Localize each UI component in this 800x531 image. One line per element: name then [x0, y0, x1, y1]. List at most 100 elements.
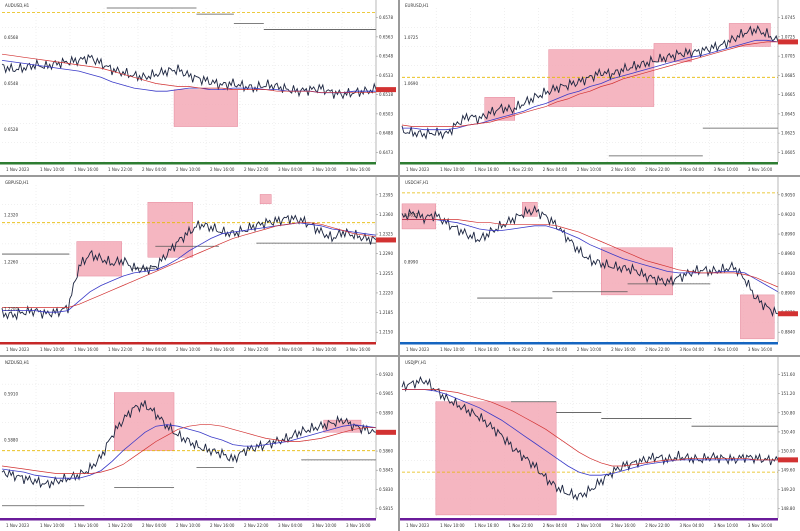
- x-tick-label: 3 Nov 04:00: [278, 523, 303, 528]
- x-tick-label: 1 Nov 22:00: [509, 347, 534, 352]
- y-tick-label: 0.6563: [379, 34, 393, 39]
- x-tick-label: 1 Nov 2023: [6, 347, 30, 352]
- y-tick-label: 1.0745: [781, 15, 795, 20]
- series-ma-slow: [401, 41, 778, 127]
- chart-panel-audusd[interactable]: 0.6578 0.6563 0.6548 0.6533 0.6518 0.6503 0.64…: [0, 0, 398, 175]
- chart-panel-gbpusd[interactable]: 1.2395 1.2360 1.2325 1.2290 1.2255 1.2220 1.21…: [0, 177, 398, 355]
- y-tick-label: 0.5815: [379, 506, 393, 511]
- x-tick-label: 1 Nov 22:00: [509, 523, 534, 528]
- x-tick-label: 3 Nov 16:00: [748, 167, 773, 172]
- x-tick-label: 1 Nov 2023: [6, 167, 30, 172]
- panel-symbol-title: USDJPY,H1: [405, 360, 427, 365]
- highlight-zone: [740, 294, 775, 340]
- chart-panel-eurusd[interactable]: 1.0745 1.0725 1.0705 1.0685 1.0665 1.0645 1.06…: [400, 0, 800, 175]
- y-tick-label: 149.60: [781, 468, 795, 473]
- y-tick-label: 1.2325: [379, 232, 393, 237]
- y-tick-label: 1.0645: [781, 111, 795, 116]
- x-tick-label: 2 Nov 22:00: [244, 167, 269, 172]
- left-price-label: 1.0690: [404, 81, 418, 86]
- x-tick-label: 3 Nov 10:00: [714, 523, 739, 528]
- chart-panel-usdchf[interactable]: 0.9050 0.9020 0.8990 0.8960 0.8930 0.8900 0.88…: [400, 177, 800, 355]
- y-tick-label: 0.6578: [379, 15, 393, 20]
- x-tick-label: 1 Nov 10:00: [40, 523, 65, 528]
- x-tick-label: 3 Nov 16:00: [346, 523, 371, 528]
- session-color-bar: [400, 162, 778, 165]
- left-price-label: 1.2320: [4, 212, 18, 217]
- y-tick-label: 1.0705: [781, 54, 795, 59]
- y-tick-label: 0.8840: [781, 330, 795, 335]
- x-tick-label: 2 Nov 16:00: [210, 167, 235, 172]
- series-ma-fast: [402, 219, 779, 293]
- current-price-marker: [376, 237, 396, 243]
- left-price-label: 0.5910: [4, 392, 18, 397]
- chart-background: [0, 177, 398, 355]
- current-price-marker: [778, 311, 798, 317]
- x-tick-label: 2 Nov 10:00: [176, 347, 201, 352]
- x-tick-label: 3 Nov 04:00: [679, 523, 704, 528]
- current-price-marker: [778, 39, 798, 45]
- session-color-bar: [400, 518, 778, 521]
- x-tick-label: 1 Nov 22:00: [108, 167, 133, 172]
- x-tick-label: 3 Nov 16:00: [748, 523, 773, 528]
- x-tick-label: 2 Nov 22:00: [244, 523, 269, 528]
- highlight-zone: [259, 194, 272, 205]
- x-tick-label: 3 Nov 10:00: [312, 167, 337, 172]
- y-tick-label: 1.2255: [379, 271, 393, 276]
- series-ma-slow: [1, 53, 376, 94]
- y-tick-label: 1.2150: [379, 330, 393, 335]
- y-tick-label: 150.00: [781, 449, 795, 454]
- series-ma-fast: [1, 424, 377, 479]
- x-tick-label: 3 Nov 10:00: [312, 347, 337, 352]
- x-tick-label: 1 Nov 2023: [406, 347, 430, 352]
- x-tick-label: 1 Nov 16:00: [74, 523, 99, 528]
- y-tick-label: 148.80: [781, 506, 795, 511]
- x-tick-label: 1 Nov 22:00: [108, 347, 133, 352]
- y-tick-label: 1.2360: [379, 212, 393, 217]
- y-tick-label: 0.6488: [379, 131, 393, 136]
- x-tick-label: 2 Nov 10:00: [577, 347, 602, 352]
- current-price-marker: [778, 457, 798, 463]
- x-tick-label: 1 Nov 10:00: [440, 347, 465, 352]
- series-price: [401, 375, 779, 502]
- panel-symbol-title: AUDUSD,H1: [5, 3, 30, 8]
- chart-panel-usdjpy[interactable]: 151.60 151.20 150.80 150.40 150.00 149.60 149.…: [400, 357, 800, 531]
- chart-panel-nzdusd[interactable]: 0.59200.59050.58900.58750.58600.58450.58…: [0, 357, 398, 531]
- y-tick-label: 149.20: [781, 487, 795, 492]
- series-price: [401, 24, 779, 140]
- highlight-zone: [401, 203, 437, 230]
- y-tick-label: 0.6473: [379, 150, 393, 155]
- y-tick-label: 0.9050: [781, 192, 795, 197]
- highlight-zone: [653, 43, 692, 63]
- y-tick-label: 150.40: [781, 429, 795, 434]
- y-tick-label: 1.2395: [379, 192, 393, 197]
- session-color-bar: [400, 342, 778, 345]
- current-price-marker: [376, 87, 396, 93]
- current-price-marker: [376, 429, 396, 435]
- x-tick-label: 1 Nov 22:00: [108, 523, 133, 528]
- x-tick-label: 1 Nov 16:00: [74, 347, 99, 352]
- y-tick-label: 0.5830: [379, 487, 393, 492]
- divider-horizontal-1: [0, 175, 800, 177]
- x-tick-label: 2 Nov 10:00: [577, 167, 602, 172]
- divider-vertical: [398, 0, 400, 531]
- y-tick-label: 151.60: [781, 372, 795, 377]
- y-tick-label: 1.2290: [379, 251, 393, 256]
- y-tick-label: 1.0665: [781, 92, 795, 97]
- left-price-label: 0.6548: [4, 81, 18, 86]
- y-tick-label: 0.5905: [379, 391, 393, 396]
- x-tick-label: 2 Nov 22:00: [645, 523, 670, 528]
- y-tick-label: 151.20: [781, 391, 795, 396]
- highlight-zone: [76, 241, 122, 277]
- series-ma-fast: [2, 222, 377, 313]
- y-tick-label: 1.2220: [379, 290, 393, 295]
- y-tick-label: 0.6533: [379, 73, 393, 78]
- x-tick-label: 1 Nov 10:00: [40, 167, 65, 172]
- highlight-zone: [173, 89, 238, 127]
- x-tick-label: 2 Nov 22:00: [244, 347, 269, 352]
- highlight-zone: [728, 23, 771, 47]
- x-tick-label: 2 Nov 04:00: [543, 167, 568, 172]
- x-tick-label: 1 Nov 16:00: [474, 523, 499, 528]
- x-tick-label: 2 Nov 16:00: [611, 347, 636, 352]
- x-tick-label: 1 Nov 16:00: [474, 347, 499, 352]
- left-price-label: 1.0725: [404, 35, 418, 40]
